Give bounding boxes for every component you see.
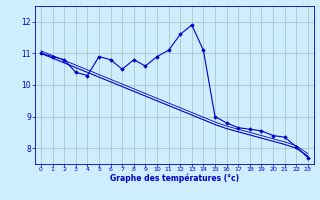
X-axis label: Graphe des températures (°c): Graphe des températures (°c) [110, 174, 239, 183]
